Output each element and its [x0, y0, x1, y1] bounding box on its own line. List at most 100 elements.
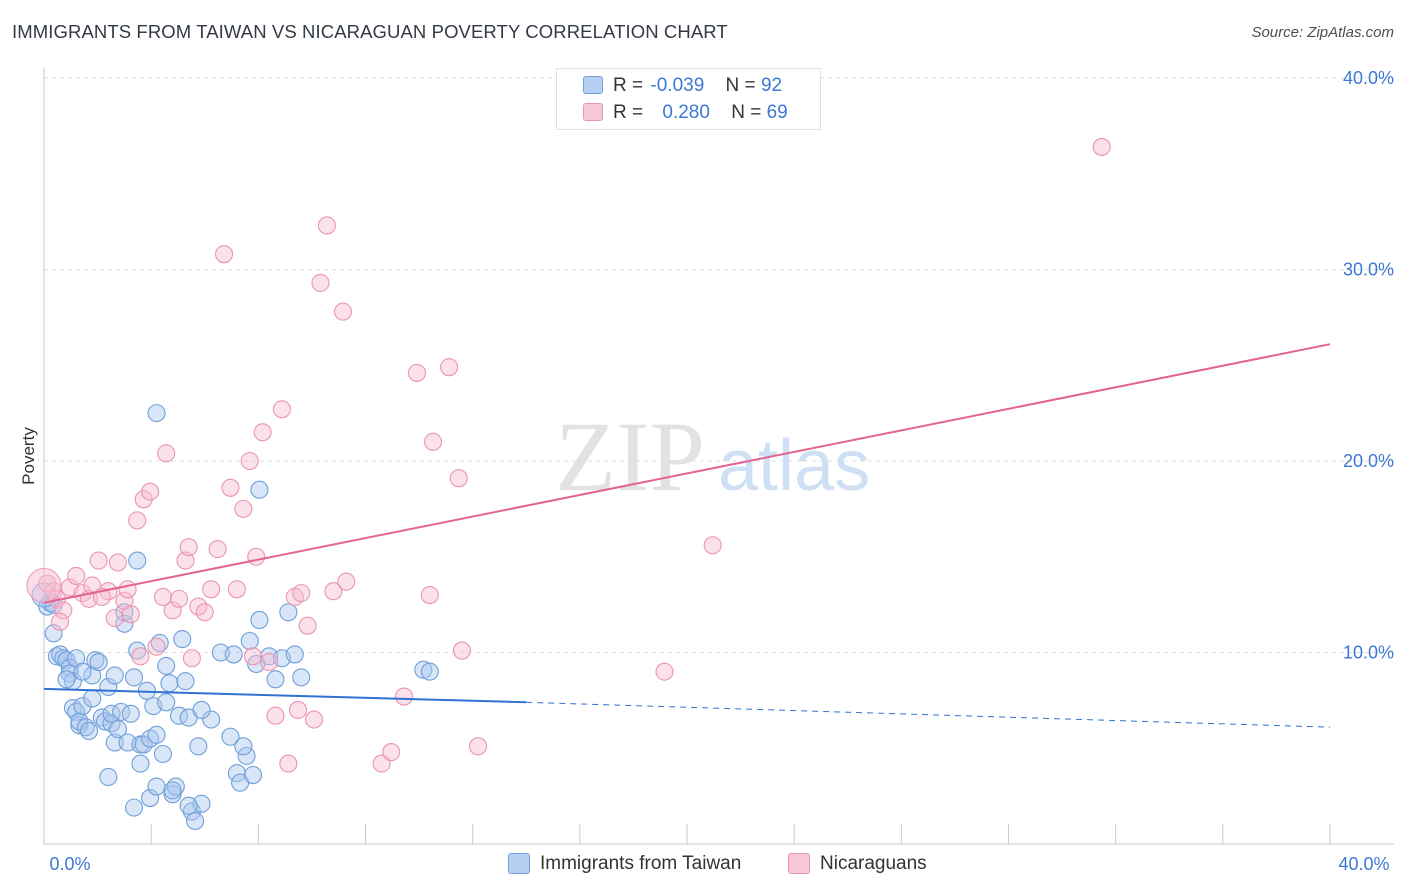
taiwan-point	[420, 662, 439, 681]
y-tick-label: 20.0%	[1343, 451, 1394, 471]
nicaraguans-point	[182, 649, 201, 668]
nicaraguans-point	[420, 585, 439, 605]
taiwan-point	[44, 624, 63, 643]
nicaraguans-point	[214, 245, 234, 264]
correlation-legend: R = -0.039 N = 92 R = 0.280 N = 69	[556, 68, 821, 130]
taiwan-point	[202, 710, 221, 729]
trend-lines	[43, 343, 1331, 728]
taiwan-point	[182, 802, 201, 821]
taiwan-point	[141, 788, 160, 808]
nicaraguans-point	[337, 572, 356, 591]
y-tick-label: 40.0%	[1343, 68, 1394, 88]
taiwan-point	[221, 727, 240, 746]
taiwan-point	[173, 630, 192, 649]
series-nicaraguans-points	[26, 137, 1111, 773]
nicaraguans-point	[54, 601, 73, 620]
taiwan-point	[86, 651, 105, 670]
taiwan-point	[414, 660, 433, 679]
taiwan-point	[153, 744, 173, 764]
nicaraguans-point	[202, 580, 221, 599]
legend-n-value-nicaraguans: 69	[766, 102, 788, 123]
nicaraguans-point-large	[26, 567, 62, 603]
taiwan-point	[47, 647, 66, 666]
nicaraguans-point	[221, 478, 240, 497]
taiwan-point	[147, 404, 166, 423]
taiwan-point	[250, 610, 269, 629]
y-axis-label: Poverty	[19, 427, 38, 485]
legend-text-taiwan: R = -0.039 N = 92	[613, 75, 782, 97]
bottom-legend-swatch-blue	[508, 853, 530, 874]
nicaraguans-point	[67, 566, 86, 585]
nicaraguans-point	[311, 273, 330, 292]
legend-r-value-nicaraguans: 0.280	[662, 102, 710, 123]
bottom-legend-swatch-pink	[788, 853, 810, 874]
taiwan-point	[108, 720, 127, 739]
legend-text-nicaraguans: R = 0.280 N = 69	[613, 102, 788, 124]
nicaraguans-point	[266, 706, 285, 725]
legend-r-label: R =	[613, 75, 644, 96]
legend-n-label: N =	[725, 75, 756, 96]
taiwan-point	[73, 697, 92, 716]
taiwan-point	[234, 737, 253, 756]
taiwan-point	[157, 656, 176, 675]
nicaraguans-point	[240, 451, 259, 471]
nicaraguans-point	[163, 601, 182, 620]
nicaraguans-point	[227, 580, 246, 599]
x-tick-label-max: 40.0%	[1338, 854, 1389, 874]
nicaraguans-point	[292, 584, 311, 603]
taiwan-point	[240, 631, 259, 651]
nicaraguans-point	[131, 647, 150, 666]
nicaraguans-point	[449, 469, 468, 488]
taiwan-point	[250, 480, 269, 499]
taiwan-point	[128, 551, 147, 570]
taiwan-point	[266, 670, 285, 689]
nicaraguans-point	[407, 363, 426, 382]
source-label: Source: ZipAtlas.com	[1251, 24, 1394, 41]
nicaraguans-point	[195, 603, 214, 622]
taiwan-point	[176, 672, 195, 691]
nicaraguans-point	[134, 490, 153, 509]
y-tick-labels: 10.0% 20.0% 30.0% 40.0%	[1343, 68, 1394, 663]
nicaraguans-point	[234, 499, 253, 518]
nicaraguans-point	[298, 616, 317, 635]
nicaraguans-point	[382, 743, 401, 762]
nicaraguans-point	[324, 582, 343, 601]
nicaraguans-point	[253, 423, 272, 442]
taiwan-point	[157, 693, 176, 712]
taiwan-point	[79, 721, 99, 741]
nicaraguans-point	[169, 589, 189, 608]
taiwan-point	[189, 737, 208, 756]
taiwan-point	[186, 811, 205, 831]
taiwan-point	[89, 653, 108, 672]
bottom-legend-label-nicaraguans: Nicaraguans	[820, 853, 927, 874]
nicaraguans-point	[208, 540, 227, 559]
nicaraguans-point	[1092, 137, 1111, 156]
taiwan-point	[128, 641, 147, 660]
taiwan-point	[179, 796, 198, 815]
taiwan-point	[243, 766, 263, 785]
nicaraguans-point	[89, 551, 108, 570]
gridlines	[44, 77, 1394, 653]
taiwan-point	[124, 798, 144, 817]
nicaraguans-point	[452, 641, 472, 660]
taiwan-point	[224, 645, 243, 664]
taiwan-point	[292, 668, 311, 687]
taiwan-point	[73, 662, 92, 681]
watermark-atlas: atlas	[718, 426, 870, 506]
taiwan-point	[160, 674, 179, 693]
watermark-zip: ZIP	[555, 401, 705, 512]
taiwan-point	[192, 700, 211, 720]
taiwan-point	[285, 645, 304, 664]
taiwan-point	[279, 603, 298, 622]
nicaraguans-point	[243, 647, 263, 666]
y-tick-label: 30.0%	[1343, 260, 1394, 280]
nicaraguans-point	[468, 737, 488, 756]
nicaraguans-point	[247, 547, 266, 566]
legend-n-value-taiwan: 92	[760, 75, 783, 96]
legend-r-value-taiwan: -0.039	[650, 75, 705, 96]
taiwan-point	[124, 668, 144, 687]
nicaraguans-point	[179, 538, 198, 557]
legend-swatch-pink	[583, 103, 603, 121]
legend-swatch-blue	[583, 76, 603, 94]
